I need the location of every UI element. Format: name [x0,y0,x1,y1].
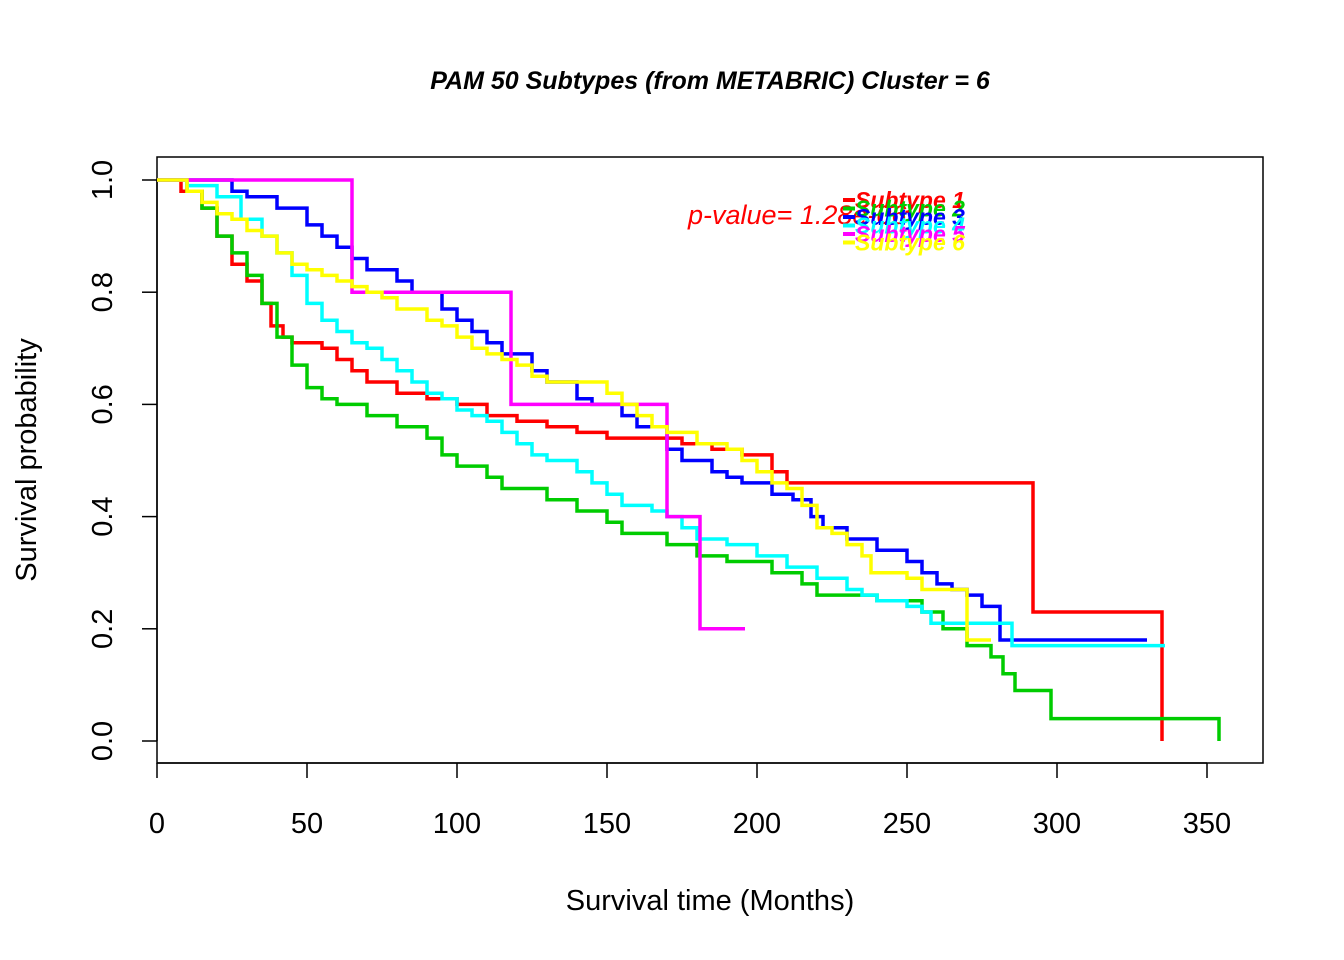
series-line-6 [157,178,991,642]
y-tick-label: 1.0 [87,160,119,200]
x-tick-label: 100 [433,808,481,840]
series-line-4 [157,178,1165,648]
series-line-3 [157,178,1147,642]
series-line-5 [157,178,745,631]
chart-title: PAM 50 Subtypes (from METABRIC) Cluster … [430,67,991,95]
series-layer [157,178,1221,741]
x-tick-label: 250 [883,808,931,840]
legend-entry: Subtype 2 [855,196,965,222]
legend-entry: Subtype 5 [855,221,966,247]
y-tick-label: 0.2 [87,609,119,649]
y-tick-label: 0.8 [87,272,119,312]
y-axis-label: Survival probability [11,338,43,582]
x-tick-label: 150 [583,808,631,840]
series-line-2 [157,178,1221,741]
y-tick-label: 0.6 [87,384,119,424]
x-tick-label: 200 [733,808,781,840]
x-axis: 0 50 100 150 200 250 300 350 [149,762,1231,840]
x-tick-label: 0 [149,808,165,840]
legend-entry: Subtype 3 [855,204,965,230]
x-tick-label: 50 [291,808,323,840]
y-axis: 0.0 0.2 0.4 0.6 0.8 1.0 [87,160,158,761]
x-tick-label: 350 [1183,808,1231,840]
legend-entry: Subtype 4 [855,213,965,239]
legend-entry: Subtype 1 [855,187,965,213]
series-line-1 [157,178,1164,741]
x-axis-label: Survival time (Months) [566,885,854,917]
x-tick-label: 300 [1033,808,1081,840]
legend-entry: Subtype 6 [855,230,965,256]
p-value-annotation: p-value= 1.28e-06 [687,200,907,230]
y-tick-label: 0.4 [87,496,119,536]
y-tick-label: 0.0 [87,721,119,761]
